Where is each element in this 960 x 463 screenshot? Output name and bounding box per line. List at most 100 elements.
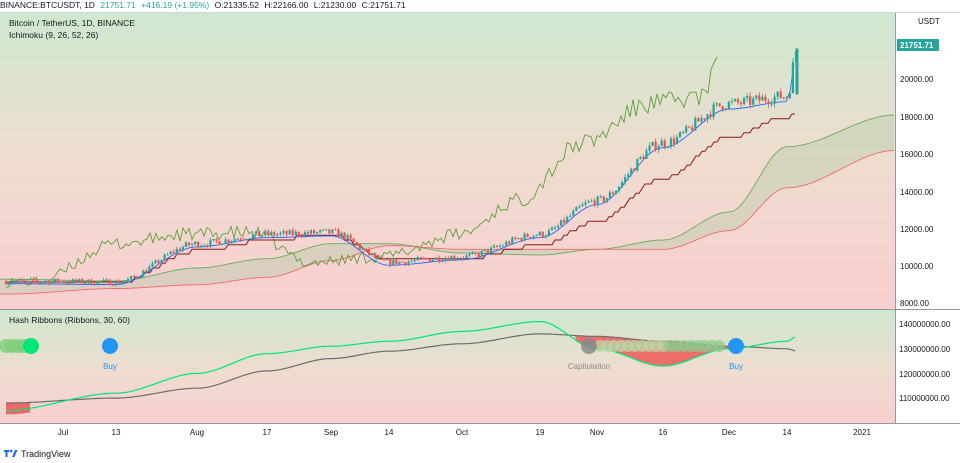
candle-body [459,258,462,260]
candle-body [624,177,627,183]
candle-body [572,210,575,216]
candle-body [187,242,191,246]
candle-body [14,280,17,283]
candle-body [29,278,32,280]
chikou-span-line [5,56,718,288]
candle-body [602,196,605,202]
candle-body [148,266,151,273]
candle-body [72,279,75,284]
price-axis[interactable]: 20000.00 18000.00 16000.00 14000.00 1200… [900,75,934,308]
candle-body [621,182,624,187]
buy-signal-label: Buy [103,362,117,371]
high-value: H:22166.00 [264,0,309,10]
candle-body [736,99,740,103]
candle-body [331,229,334,234]
candle-body [675,137,679,144]
candle-body [291,230,294,235]
candle-body [578,206,581,208]
candle-body [349,235,352,239]
hash-ribbons-legend[interactable]: Hash Ribbons (Ribbons, 30, 60) [9,315,130,325]
candle-body [163,254,166,261]
candle-body [523,233,526,241]
time-tick: 2021 [853,428,871,437]
candle-body [312,230,316,234]
signal-buy-2[interactable]: Buy [728,338,744,371]
hash-tick: 110000000.00 [899,394,950,403]
price-tick: 8000.00 [900,299,929,308]
candle-body [654,141,657,150]
sub-pane-bg [0,310,895,423]
candle-body [489,247,493,254]
candle-body [325,229,328,231]
senkou-span-b-line [0,149,895,295]
capitulation-fill-early [6,402,30,415]
candle-body [685,126,688,133]
candle-body [267,231,270,235]
last-price-tag[interactable]: 21751.71 [897,39,939,51]
candle-body [511,237,514,244]
candle-body [636,158,639,171]
candle-body [526,233,529,238]
candle-body [447,258,450,261]
candle-body [288,230,291,235]
candle-body [499,245,502,247]
candle-body [627,174,630,178]
candle-body [474,252,477,254]
candle-body [553,227,557,229]
candle-body [136,276,139,278]
candle-body [306,232,310,234]
candle-body [151,263,154,267]
candle-body [584,202,587,205]
candle-body [355,241,358,245]
candle-body [300,235,303,237]
price-tick: 18000.00 [900,113,934,122]
candle-body [264,231,267,236]
candle-body [739,102,743,105]
last-price: 21751.71 [100,0,136,10]
candle-body [245,239,249,241]
candle-body [200,245,203,248]
symbol-label[interactable]: BINANCE:BTCUSDT, 1D [0,0,95,10]
candle-body [203,245,206,247]
candle-body [566,216,569,223]
price-change: +416.19 (+1.95%) [141,0,210,10]
signal-capitulation[interactable]: Capitulation [568,338,610,371]
candle-body [389,259,392,266]
currency-label: USDT [918,17,940,26]
candle-body [386,259,389,261]
candle-body [425,258,428,260]
candle-body [471,252,474,254]
tradingview-branding[interactable]: TradingView [4,447,71,461]
candle-body [26,279,29,281]
time-axis[interactable]: Jul 13 Aug 17 Sep 14 Oct 19 Nov 16 Dec 1… [58,428,872,437]
signal-buy-1[interactable]: Buy [102,338,118,371]
candle-body [758,95,761,101]
candle-body [712,104,715,117]
candle-body [450,256,453,261]
candle-body [431,259,435,262]
candle-body [398,261,401,265]
candle-body [319,230,322,233]
price-tick: 10000.00 [900,262,934,271]
candle-body [334,229,337,231]
candle-body [206,245,209,247]
candle-body [651,141,654,146]
candle-body [697,118,700,122]
candle-body [340,232,343,237]
candle-body [633,168,636,171]
candle-body [785,97,788,99]
brand-name: TradingView [21,449,71,459]
candle-body [517,238,520,240]
ichimoku-legend[interactable]: Ichimoku (9, 26, 52, 26) [9,30,98,40]
candle-body [730,101,733,103]
candle-body [23,279,26,281]
candle-body [462,258,465,260]
sub-axis[interactable]: 140000000.00 130000000.00 120000000.00 1… [899,320,951,403]
time-tick: Aug [190,428,204,437]
candlestick-series [4,48,799,287]
candle-body [764,96,767,102]
candle-body [419,257,422,259]
candle-body [788,93,791,98]
candle-body [50,281,53,285]
